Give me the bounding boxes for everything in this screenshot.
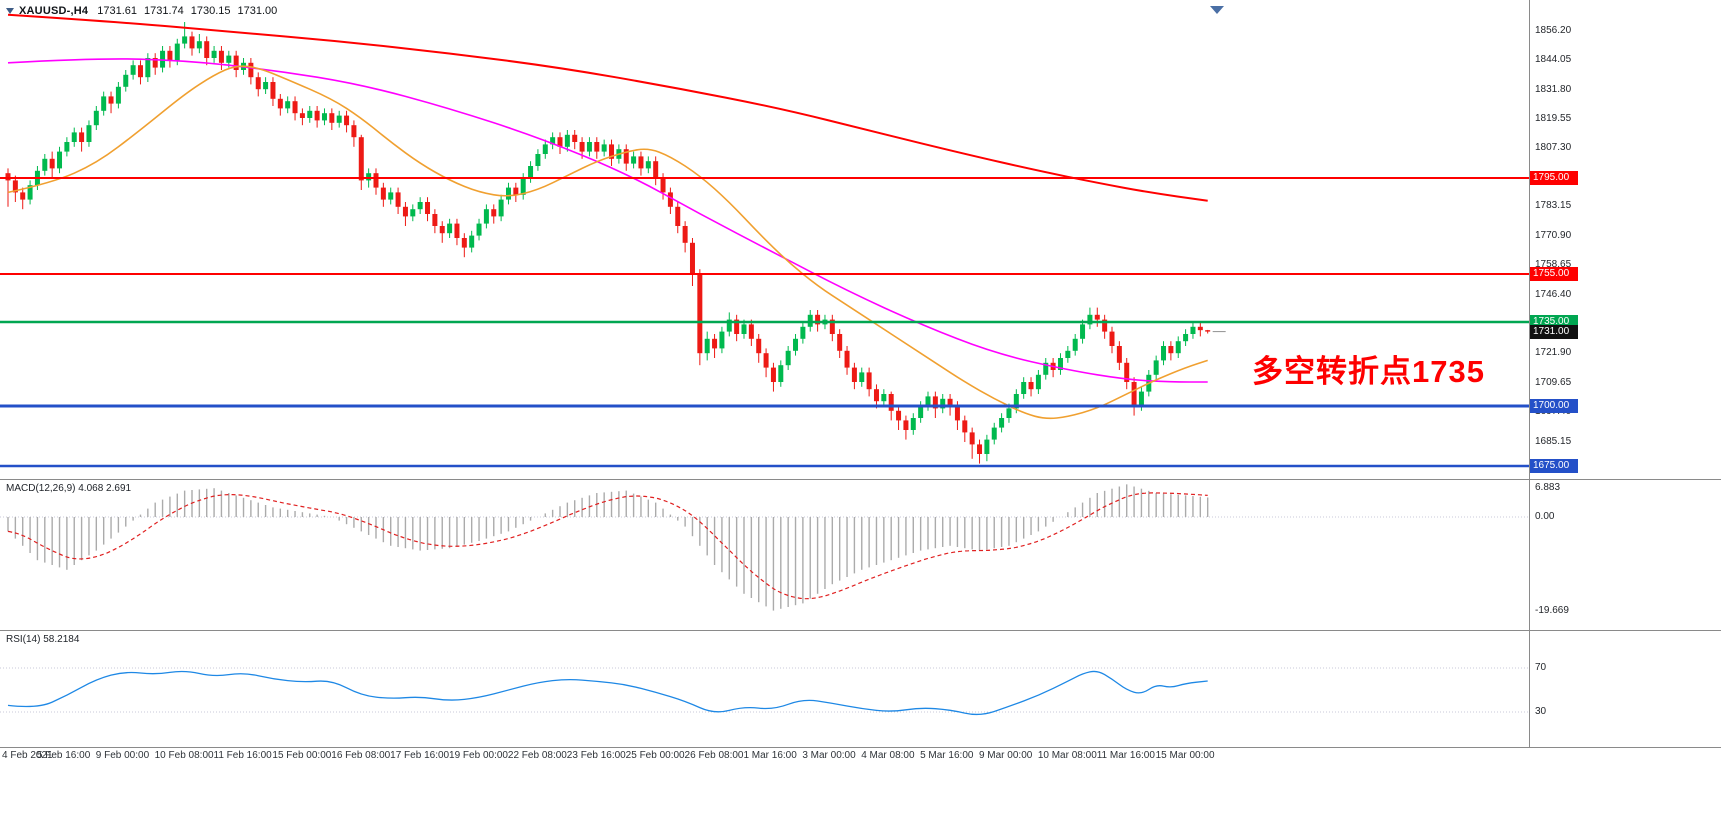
resistance-1755-label: 1755.00: [1530, 267, 1578, 281]
rsi-tick: 30: [1535, 706, 1547, 717]
time-label: 5 Mar 16:00: [920, 750, 974, 761]
support-1675-label: 1675.00: [1530, 459, 1578, 473]
macd-tick: 0.00: [1535, 511, 1555, 522]
macd-tick: -19.669: [1535, 605, 1569, 617]
time-label: 1 Mar 16:00: [743, 750, 797, 761]
price-tick: 1783.15: [1535, 200, 1572, 212]
rsi-indicator-label: RSI(14) 58.2184: [6, 634, 80, 645]
annotation-text[interactable]: 多空转折点1735: [1252, 354, 1485, 389]
price-tick: 1746.40: [1535, 288, 1572, 300]
time-label: 4 Mar 08:00: [861, 750, 915, 761]
macd-indicator-label: MACD(12,26,9) 4.068 2.691: [6, 483, 132, 494]
price-tick: 1831.80: [1535, 83, 1572, 95]
time-label: 10 Mar 08:00: [1037, 750, 1097, 761]
time-label: 5 Feb 16:00: [36, 750, 91, 761]
time-label: 23 Feb 16:00: [566, 750, 626, 761]
resistance-1795-label: 1795.00: [1530, 171, 1578, 185]
price-tick: 1770.90: [1535, 229, 1572, 241]
time-label: 15 Mar 00:00: [1155, 750, 1215, 761]
ma-fast-orange[interactable]: [7, 65, 1208, 420]
time-axis[interactable]: 4 Feb 2021 5 Feb 16:00 9 Feb 00:00 10 Feb 0…: [0, 749, 1721, 765]
ma-slow-red[interactable]: [7, 13, 1208, 202]
rsi-tick: 70: [1535, 662, 1547, 673]
ma-medium-magenta[interactable]: [7, 58, 1208, 383]
time-label: 25 Feb 00:00: [625, 750, 685, 761]
support-1700-label: 1700.00: [1530, 399, 1578, 413]
quote-high: 1731.74: [144, 5, 184, 17]
rsi-line: [7, 670, 1208, 716]
macd-histogram: [7, 484, 1209, 611]
time-label: 10 Feb 08:00: [154, 750, 214, 761]
price-tick: 1758.65: [1535, 259, 1572, 271]
time-label: 11 Feb 16:00: [213, 750, 272, 761]
price-tick: 1807.30: [1535, 142, 1572, 154]
chart-title: XAUUSD-,H4 1731.61 1731.74 1730.15 1731.…: [6, 5, 284, 17]
time-label: 17 Feb 16:00: [390, 750, 450, 761]
symbol-dropdown-icon[interactable]: [6, 8, 14, 14]
quote-open: 1731.61: [97, 5, 137, 17]
price-tick: 1685.15: [1535, 435, 1572, 447]
price-tick: 1856.20: [1535, 25, 1572, 37]
price-scale[interactable]: 1856.20 1844.05 1831.80 1819.55 1807.30 1783.…: [1529, 0, 1721, 748]
current-price-label: 1731.00: [1530, 324, 1578, 339]
quote-low: 1730.15: [190, 5, 231, 17]
price-tick: 1819.55: [1535, 113, 1572, 125]
time-label: 3 Mar 00:00: [802, 750, 856, 761]
symbol-timeframe: XAUUSD-,H4: [19, 5, 89, 17]
macd-signal-line: [7, 492, 1208, 600]
time-label: 9 Feb 00:00: [95, 750, 150, 761]
time-label: 26 Feb 08:00: [684, 750, 744, 761]
macd-tick: 6.883: [1535, 482, 1561, 493]
quote-close: 1731.00: [237, 5, 278, 17]
time-label: 19 Feb 00:00: [449, 750, 508, 761]
time-label: 4 Feb 2021: [2, 750, 53, 761]
time-label: 11 Mar 16:00: [1096, 750, 1155, 761]
time-label: 15 Feb 00:00: [272, 750, 332, 761]
time-label: 9 Mar 00:00: [978, 750, 1033, 761]
candlesticks: [5, 22, 1211, 464]
time-label: 22 Feb 08:00: [507, 750, 567, 761]
price-tick: 1721.90: [1535, 347, 1572, 359]
price-tick: 1844.05: [1535, 54, 1572, 66]
chart-shift-marker-icon[interactable]: [1210, 6, 1224, 14]
time-label: 16 Feb 08:00: [331, 750, 391, 761]
price-tick: 1709.65: [1535, 376, 1572, 388]
